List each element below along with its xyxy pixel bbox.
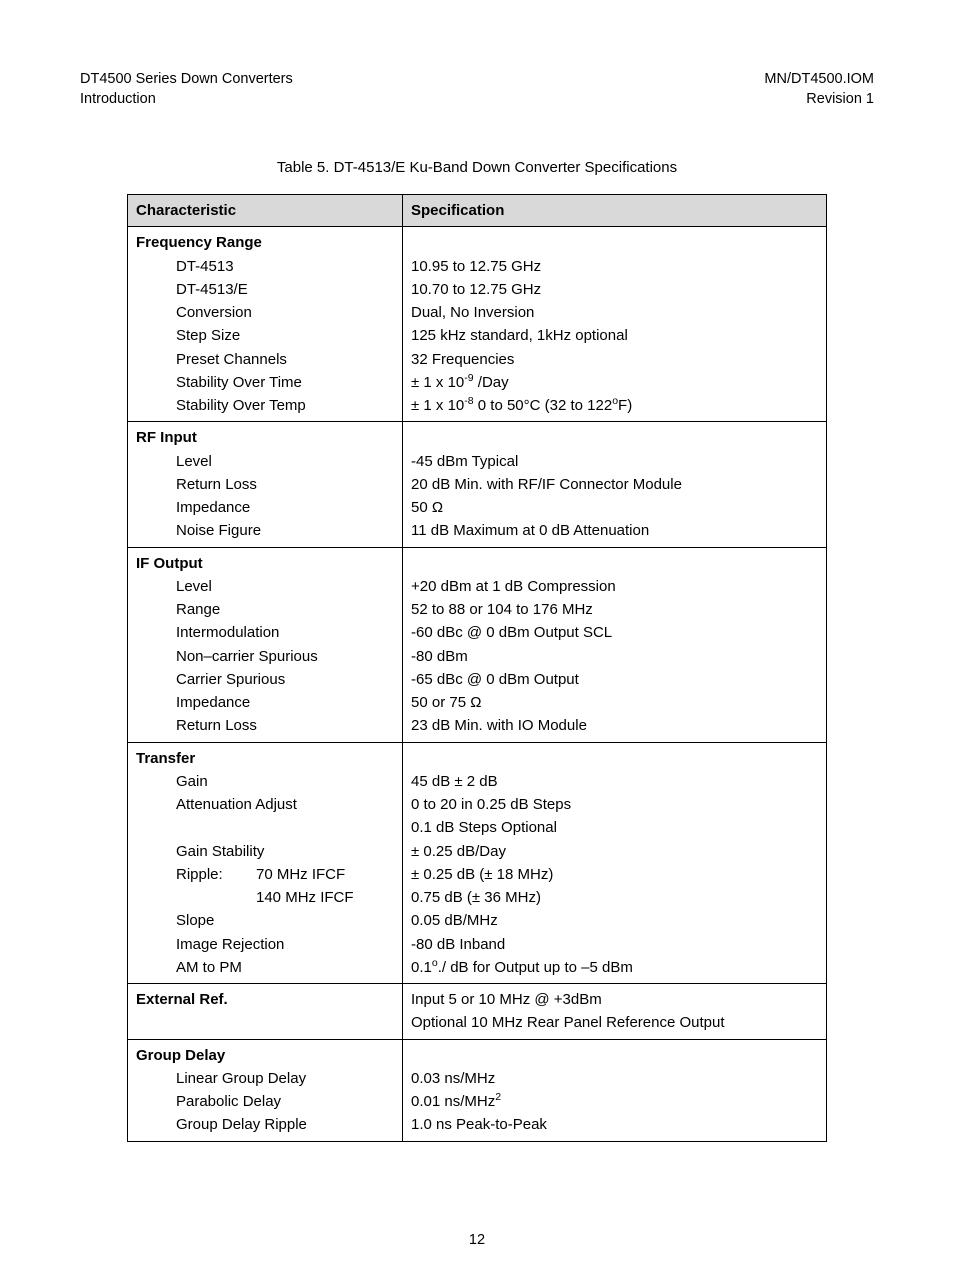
header-docnum: MN/DT4500.IOM (764, 70, 874, 90)
row-external-ref: External Ref. Input 5 or 10 MHz @ +3dBm … (128, 984, 827, 1040)
header-title: DT4500 Series Down Converters (80, 70, 293, 90)
char-item: Noise Figure (176, 519, 394, 542)
section-label: Transfer (136, 747, 394, 770)
spec-item: Optional 10 MHz Rear Panel Reference Out… (411, 1011, 818, 1034)
section-label: IF Output (136, 552, 394, 575)
spec-item: 0.05 dB/MHz (411, 909, 818, 932)
section-label: RF Input (136, 426, 394, 449)
section-label: External Ref. (136, 988, 394, 1011)
char-item: Step Size (176, 324, 394, 347)
row-group-delay: Group Delay Linear Group Delay Parabolic… (128, 1039, 827, 1141)
char-item: Slope (176, 909, 394, 932)
char-item: Stability Over Time (176, 371, 394, 394)
row-transfer: Transfer Gain Attenuation Adjust Gain St… (128, 742, 827, 984)
spec-item: 32 Frequencies (411, 348, 818, 371)
char-item: Level (176, 450, 394, 473)
spec-item: ± 0.25 dB/Day (411, 840, 818, 863)
char-item: Return Loss (176, 714, 394, 737)
col-header-specification: Specification (403, 195, 827, 227)
spec-item: 52 to 88 or 104 to 176 MHz (411, 598, 818, 621)
spec-table: Characteristic Specification Frequency R… (127, 194, 827, 1142)
char-item: Conversion (176, 301, 394, 324)
spec-item: -60 dBc @ 0 dBm Output SCL (411, 621, 818, 644)
char-item: Image Rejection (176, 933, 394, 956)
spec-item: 10.95 to 12.75 GHz (411, 255, 818, 278)
spec-item: 11 dB Maximum at 0 dB Attenuation (411, 519, 818, 542)
table-caption: Table 5. DT-4513/E Ku-Band Down Converte… (80, 159, 874, 176)
spec-item: 1.0 ns Peak-to-Peak (411, 1113, 818, 1136)
char-item: Ripple: 70 MHz IFCF (176, 863, 394, 886)
spec-item: 0.03 ns/MHz (411, 1067, 818, 1090)
spec-item: 50 or 75 Ω (411, 691, 818, 714)
char-item: Parabolic Delay (176, 1090, 394, 1113)
char-item: Gain Stability (176, 840, 394, 863)
spec-item: -80 dBm (411, 645, 818, 668)
row-rf-input: RF Input Level Return Loss Impedance Noi… (128, 422, 827, 547)
char-item: Group Delay Ripple (176, 1113, 394, 1136)
spec-item: 45 dB ± 2 dB (411, 770, 818, 793)
spec-item: Input 5 or 10 MHz @ +3dBm (411, 988, 818, 1011)
section-label: Group Delay (136, 1044, 394, 1067)
header-subtitle: Introduction (80, 90, 293, 110)
row-if-output: IF Output Level Range Intermodulation No… (128, 547, 827, 742)
char-item: DT-4513 (176, 255, 394, 278)
char-item: Preset Channels (176, 348, 394, 371)
char-item: AM to PM (176, 956, 394, 979)
spec-item: 0.01 ns/MHz2 (411, 1090, 818, 1113)
char-item: Impedance (176, 496, 394, 519)
spec-item: -45 dBm Typical (411, 450, 818, 473)
spec-item: 0 to 20 in 0.25 dB Steps (411, 793, 818, 816)
spec-item: ± 0.25 dB (± 18 MHz) (411, 863, 818, 886)
header-left: DT4500 Series Down Converters Introducti… (80, 70, 293, 109)
char-item: Return Loss (176, 473, 394, 496)
char-item: Linear Group Delay (176, 1067, 394, 1090)
col-header-characteristic: Characteristic (128, 195, 403, 227)
spec-item: 10.70 to 12.75 GHz (411, 278, 818, 301)
spec-item: -65 dBc @ 0 dBm Output (411, 668, 818, 691)
header-right: MN/DT4500.IOM Revision 1 (764, 70, 874, 109)
spec-item: ± 1 x 10-8 0 to 50°C (32 to 122oF) (411, 394, 818, 417)
char-item: Impedance (176, 691, 394, 714)
char-item: Attenuation Adjust (176, 793, 394, 816)
char-item: DT-4513/E (176, 278, 394, 301)
spec-item: +20 dBm at 1 dB Compression (411, 575, 818, 598)
spec-item: -80 dB Inband (411, 933, 818, 956)
char-item: Gain (176, 770, 394, 793)
spec-item: 50 Ω (411, 496, 818, 519)
section-label: Frequency Range (136, 231, 394, 254)
spec-item: 0.1 dB Steps Optional (411, 816, 818, 839)
char-item: Intermodulation (176, 621, 394, 644)
spec-item: 0.1o./ dB for Output up to –5 dBm (411, 956, 818, 979)
char-item: Non–carrier Spurious (176, 645, 394, 668)
char-item: Stability Over Temp (176, 394, 394, 417)
spec-item: Dual, No Inversion (411, 301, 818, 324)
page-number: 12 (80, 1232, 874, 1248)
char-item: Range (176, 598, 394, 621)
char-item: 140 MHz IFCF (176, 886, 394, 909)
spec-item: 0.75 dB (± 36 MHz) (411, 886, 818, 909)
page-header: DT4500 Series Down Converters Introducti… (80, 70, 874, 109)
char-item: Carrier Spurious (176, 668, 394, 691)
spec-item: 125 kHz standard, 1kHz optional (411, 324, 818, 347)
spec-item: 20 dB Min. with RF/IF Connector Module (411, 473, 818, 496)
row-frequency-range: Frequency Range DT-4513 DT-4513/E Conver… (128, 227, 827, 422)
header-revision: Revision 1 (764, 90, 874, 110)
spec-item: ± 1 x 10-9 /Day (411, 371, 818, 394)
char-item: Level (176, 575, 394, 598)
spec-item: 23 dB Min. with IO Module (411, 714, 818, 737)
